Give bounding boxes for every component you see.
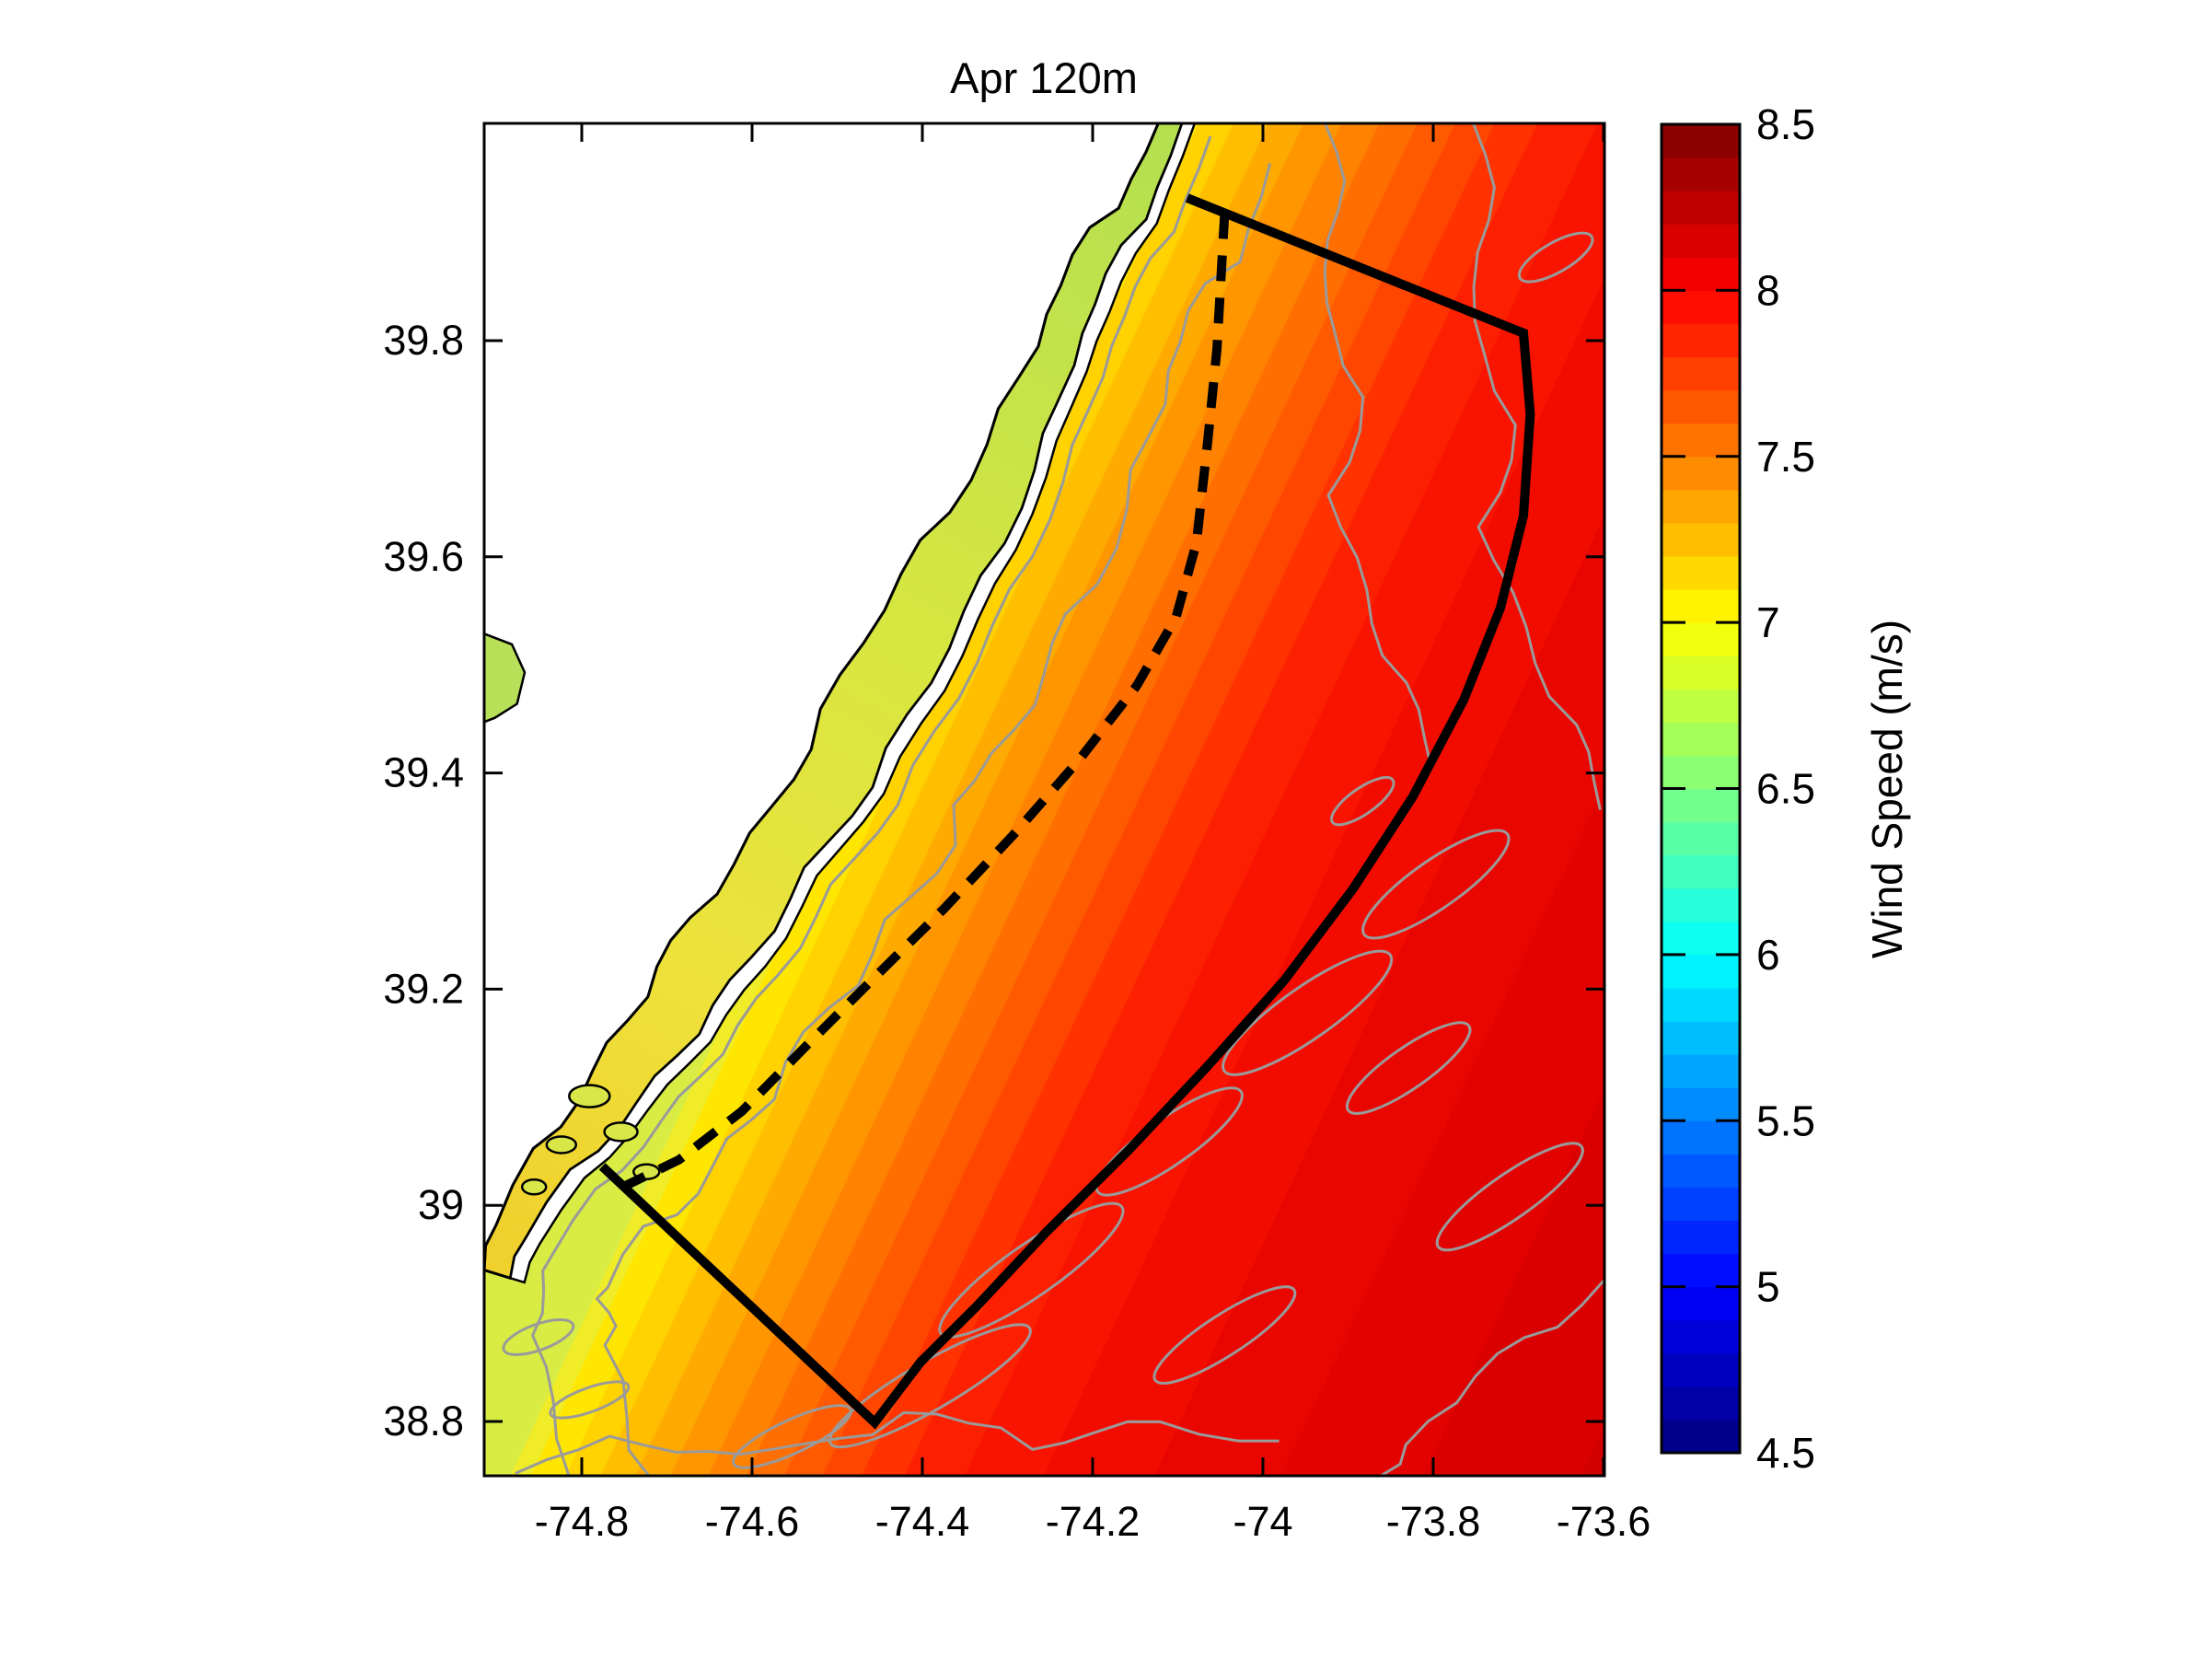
wind-energy-area-boundary [598, 193, 1535, 1430]
y-tick-label: 39 [418, 1181, 464, 1228]
x-tick-label: -73.8 [1386, 1498, 1481, 1545]
colorbar-tick-label: 8.5 [1756, 100, 1815, 148]
axes-box-and-ticks [482, 122, 1606, 1478]
x-tick-label: -74.6 [705, 1498, 800, 1545]
y-tick-label: 39.2 [383, 965, 464, 1012]
colorbar-tick-label: 5 [1756, 1263, 1780, 1311]
land-and-coastline [484, 123, 1197, 1284]
y-tick-label: 39.4 [383, 749, 464, 796]
x-tick-label: -74.2 [1046, 1498, 1141, 1545]
colorbar-label: Wind Speed (m/s) [1863, 620, 1911, 958]
colorbar-tick-label: 4.5 [1756, 1429, 1815, 1477]
x-tick-label: -73.6 [1557, 1498, 1651, 1545]
colorbar-tick-label: 8 [1756, 266, 1780, 314]
colorbar-tick-label: 7.5 [1756, 433, 1815, 481]
chart-title: Apr 120m [950, 53, 1138, 102]
colorbar-tick-label: 7 [1756, 598, 1780, 646]
y-tick-label: 39.6 [383, 533, 464, 580]
colorbar-tick-label: 6 [1756, 931, 1780, 979]
y-tick-label: 38.8 [383, 1398, 464, 1444]
colorbar-tick-label: 5.5 [1756, 1096, 1815, 1144]
wea-boundary-solid [598, 193, 1535, 1430]
x-tick-label: -74 [1233, 1498, 1292, 1545]
colorbar: 8.5 8 7.5 7 6.5 6 5.5 5 4.5 [1660, 100, 1815, 1477]
x-tick-label: -74.8 [535, 1498, 630, 1545]
y-tick-label: 39.8 [383, 317, 464, 364]
axis-tick-labels: -74.8 -74.6 -74.4 -74.2 -74 -73.8 -73.6 39.8 39.… [383, 317, 1650, 1545]
colorbar-tick-label: 6.5 [1756, 765, 1815, 813]
x-tick-label: -74.4 [875, 1498, 970, 1545]
